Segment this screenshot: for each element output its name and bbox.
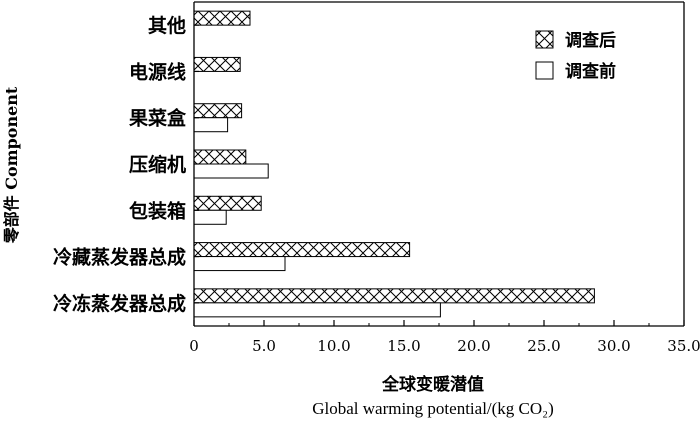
bar-after-2 xyxy=(193,103,243,119)
legend-label-after: 调查后 xyxy=(565,30,616,51)
x-tick-label: 20.0 xyxy=(457,337,490,355)
legend-swatch-before xyxy=(535,61,554,80)
bar-before-6 xyxy=(193,302,441,318)
bar-before-2 xyxy=(193,117,229,133)
bar-after-0 xyxy=(193,10,251,26)
legend-swatch-after xyxy=(535,30,554,49)
x-tick-label: 10.0 xyxy=(317,337,350,355)
x-axis-title-en: Global warming potential/(kg CO₂) xyxy=(312,399,554,418)
x-axis-title-zh: 全球变暖潜值 xyxy=(381,374,484,395)
y-tick-label: 压缩机 xyxy=(129,153,186,176)
x-tick-label: 5.0 xyxy=(252,337,276,355)
y-tick-label: 包装箱 xyxy=(129,199,186,222)
bar-after-4 xyxy=(193,195,262,211)
y-tick-label: 果菜盒 xyxy=(128,107,187,130)
bar-after-6 xyxy=(193,288,595,304)
x-tick-label: 15.0 xyxy=(387,337,420,355)
bar-after-3 xyxy=(193,149,247,165)
bar-before-5 xyxy=(193,256,286,272)
y-axis-title: 零部件 Component xyxy=(2,86,21,244)
x-tick-label: 25.0 xyxy=(527,337,560,355)
y-tick-label: 其他 xyxy=(148,14,186,37)
bar-before-4 xyxy=(193,209,227,225)
y-tick-label: 电源线 xyxy=(129,60,186,83)
x-tick-label: 35.0 xyxy=(667,337,700,355)
bar-before-3 xyxy=(193,163,269,179)
legend: 调查后 调查前 xyxy=(535,30,616,82)
y-tick-label: 冷冻蒸发器总成 xyxy=(53,292,186,315)
y-tick-label: 冷藏蒸发器总成 xyxy=(53,246,186,269)
bars-layer xyxy=(193,10,595,318)
bar-after-5 xyxy=(193,242,411,258)
x-tick-label: 30.0 xyxy=(597,337,630,355)
legend-label-before: 调查前 xyxy=(565,61,616,82)
bar-after-1 xyxy=(193,56,241,72)
x-tick-label: 0 xyxy=(189,337,199,355)
